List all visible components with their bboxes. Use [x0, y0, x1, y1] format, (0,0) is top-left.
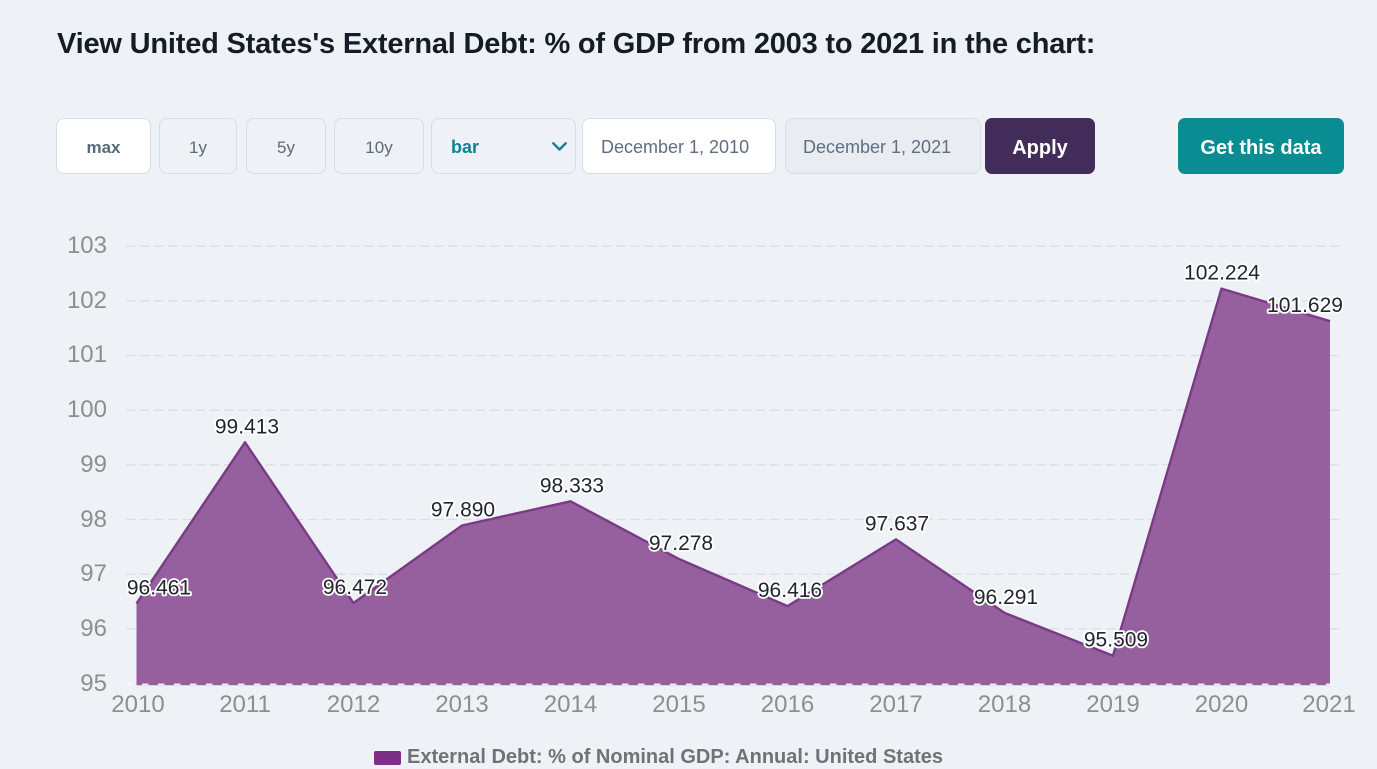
svg-text:2011: 2011	[219, 691, 271, 718]
svg-text:2018: 2018	[978, 691, 1031, 718]
svg-text:2017: 2017	[869, 691, 922, 718]
svg-text:2021: 2021	[1302, 691, 1355, 718]
svg-text:96.291: 96.291	[974, 586, 1038, 609]
svg-text:2012: 2012	[327, 691, 380, 718]
svg-text:102: 102	[67, 287, 107, 314]
svg-text:101.629: 101.629	[1267, 294, 1343, 317]
svg-text:96.472: 96.472	[323, 576, 387, 599]
svg-text:96.461: 96.461	[127, 577, 191, 600]
svg-text:2010: 2010	[111, 691, 164, 718]
svg-text:100: 100	[67, 396, 107, 423]
svg-text:2020: 2020	[1195, 691, 1248, 718]
svg-text:103: 103	[67, 232, 107, 259]
svg-text:98: 98	[80, 506, 107, 533]
svg-text:2013: 2013	[435, 691, 488, 718]
svg-text:101: 101	[67, 341, 107, 368]
svg-text:95: 95	[80, 670, 107, 697]
svg-text:2019: 2019	[1086, 691, 1139, 718]
svg-text:97: 97	[80, 560, 107, 587]
svg-text:97.890: 97.890	[431, 499, 495, 522]
svg-text:2014: 2014	[544, 691, 597, 718]
svg-text:96: 96	[80, 615, 107, 642]
svg-text:2015: 2015	[652, 691, 705, 718]
svg-text:95.509: 95.509	[1084, 629, 1148, 652]
svg-text:102.224: 102.224	[1184, 262, 1260, 285]
svg-text:99: 99	[80, 451, 107, 478]
svg-text:97.637: 97.637	[865, 512, 929, 535]
svg-text:2016: 2016	[761, 691, 814, 718]
svg-text:99.413: 99.413	[215, 415, 279, 438]
svg-text:96.416: 96.416	[758, 579, 822, 602]
svg-text:97.278: 97.278	[649, 532, 713, 555]
svg-text:98.333: 98.333	[540, 474, 604, 497]
